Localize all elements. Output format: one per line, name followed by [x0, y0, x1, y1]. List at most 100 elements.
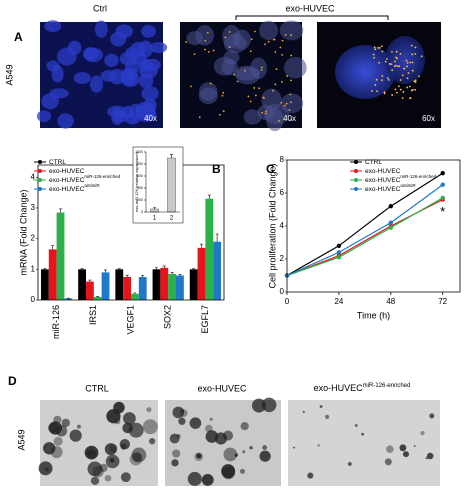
nucleus — [57, 113, 74, 129]
exosome-dot — [390, 63, 393, 66]
exosome-dot — [278, 120, 280, 122]
exosome-dot — [289, 93, 292, 96]
y-tick-label: 4 — [280, 221, 285, 230]
colony — [43, 442, 56, 455]
exosome-dot — [250, 38, 253, 41]
exosome-dot — [236, 80, 239, 83]
exosome-dot — [396, 57, 398, 60]
bar — [168, 273, 177, 300]
bar — [48, 249, 57, 300]
column-label: exo-HUVEC — [197, 383, 247, 393]
colony — [361, 432, 365, 436]
legend-marker — [38, 178, 42, 182]
colony — [427, 452, 434, 460]
y-tick-label: 8 — [280, 155, 285, 164]
exosome-dot — [371, 90, 373, 92]
y-tick-label: 400 — [137, 186, 143, 190]
y-tick-label: 1000 — [135, 150, 143, 154]
exosome-dot — [209, 82, 212, 85]
exosome-dot — [414, 53, 417, 55]
exosome-dot — [264, 43, 267, 46]
exosome-dot — [281, 53, 284, 56]
x-tick-label: VEGF1 — [125, 305, 135, 335]
colony — [84, 445, 99, 460]
nucleus — [283, 56, 307, 79]
colony — [413, 444, 416, 447]
exosome-dot — [406, 86, 409, 89]
exosome-dot — [374, 48, 377, 51]
point — [388, 225, 393, 230]
y-axis-label: mRNA (Fold Change) — [18, 189, 28, 275]
exosome-dot — [399, 52, 402, 55]
legend-marker — [38, 169, 42, 173]
exosome-dot — [267, 40, 270, 43]
exosome-dot — [185, 41, 188, 44]
exosome-dot — [401, 97, 404, 99]
exosome-dot — [290, 101, 292, 104]
point — [440, 171, 445, 176]
colony — [262, 445, 268, 451]
point — [388, 220, 393, 225]
colony — [131, 447, 147, 463]
x-tick-label: 48 — [386, 297, 395, 306]
bar — [213, 241, 222, 300]
colony — [61, 418, 70, 428]
colony — [196, 453, 202, 459]
colony — [429, 413, 435, 419]
y-tick-label: 600 — [137, 174, 143, 178]
exosome-dot — [386, 77, 389, 79]
nucleus — [199, 82, 218, 101]
axes — [286, 159, 461, 293]
nucleus — [138, 58, 153, 72]
nucleus — [107, 105, 127, 118]
exosome-dot — [398, 85, 400, 88]
nucleus — [51, 65, 64, 83]
exosome-dot — [406, 65, 408, 68]
exosome-dot — [411, 61, 414, 64]
colony — [384, 458, 392, 466]
panel-label: D — [8, 374, 17, 388]
bar — [101, 272, 110, 300]
column-label: exo-HUVEC — [285, 3, 335, 13]
colony — [104, 443, 117, 456]
exosome-dot — [394, 88, 397, 91]
column-label: exo-HUVECmiR-126-enriched — [314, 383, 411, 394]
colony — [86, 451, 91, 455]
nucleus — [110, 32, 127, 47]
exosome-dot — [198, 116, 201, 119]
exosome-dot — [290, 79, 292, 82]
micrographs — [36, 20, 441, 132]
exosome-dot — [413, 80, 416, 83]
exosome-dot — [222, 110, 225, 113]
exosome-dot — [411, 69, 414, 72]
nucleus — [138, 73, 154, 89]
exosome-dot — [418, 75, 420, 78]
exosome-dot — [373, 56, 376, 59]
colony — [104, 474, 112, 482]
exosome-dot — [384, 60, 387, 63]
exosome-dot — [372, 53, 375, 56]
exosome-dot — [381, 79, 383, 82]
colony — [242, 450, 246, 454]
point — [336, 243, 342, 248]
bar — [115, 269, 124, 300]
colony — [354, 424, 358, 427]
exosome-dot — [290, 34, 292, 37]
bar — [189, 269, 198, 300]
colony — [172, 406, 185, 419]
legend-label: exo-HUVECmiR-126-enriched — [49, 174, 121, 184]
exosome-dot — [222, 91, 225, 94]
bar — [176, 275, 184, 300]
point — [336, 255, 342, 260]
label-sup: miR-126-enriched — [363, 383, 411, 389]
colony-images — [38, 397, 440, 486]
exosome-dot — [262, 96, 265, 99]
colony — [205, 430, 219, 443]
exosome-dot — [285, 102, 288, 105]
label-text: exo-HUVEC — [314, 383, 364, 393]
colony — [87, 461, 103, 477]
exosome-dot — [228, 46, 231, 49]
colony — [319, 405, 323, 408]
exosome-dot — [218, 113, 221, 116]
colony — [69, 429, 82, 442]
